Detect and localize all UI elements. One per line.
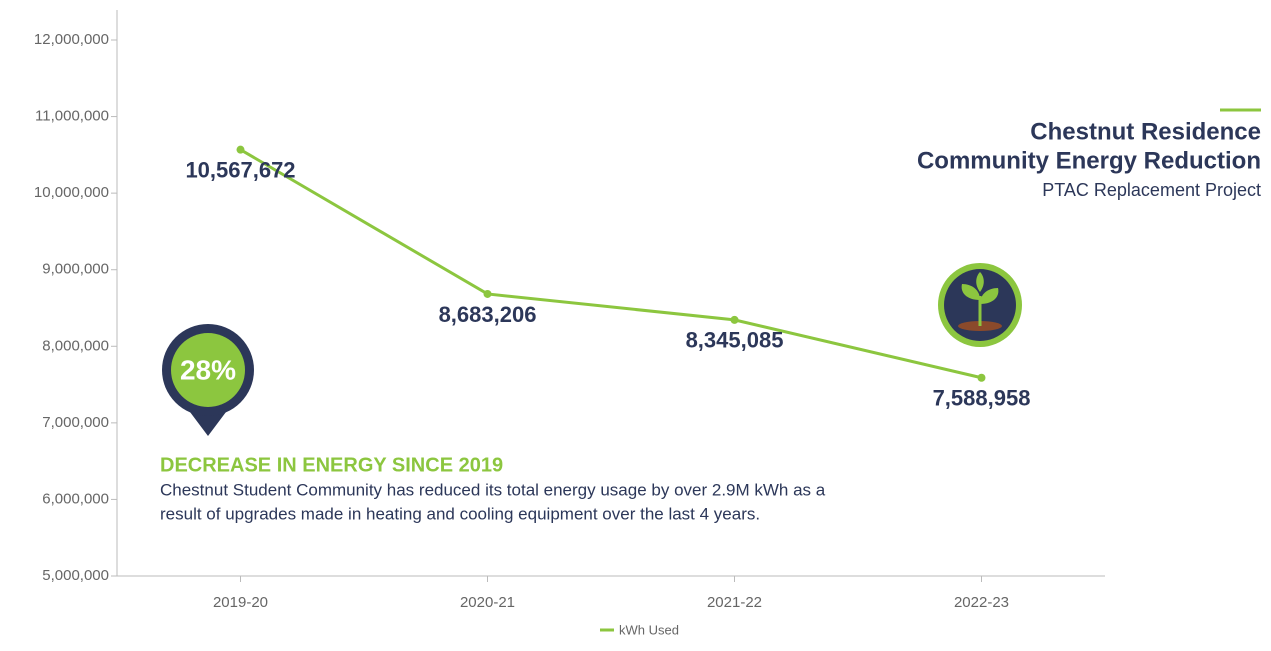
- badge-text: 28%: [180, 354, 236, 385]
- value-label: 8,345,085: [686, 328, 784, 353]
- y-tick-label: 12,000,000: [34, 31, 109, 48]
- y-tick-label: 7,000,000: [42, 414, 109, 431]
- value-label: 10,567,672: [185, 157, 295, 182]
- y-tick-label: 10,000,000: [34, 184, 109, 201]
- chart-title: Community Energy Reduction: [917, 147, 1261, 174]
- point: [483, 289, 492, 298]
- x-tick-label: 2019-20: [213, 594, 268, 611]
- chart-title: Chestnut Residence: [1030, 118, 1261, 145]
- point: [730, 315, 739, 324]
- x-tick-label: 2022-23: [954, 594, 1009, 611]
- value-label: 8,683,206: [439, 302, 537, 327]
- annotation-text: Chestnut Student Community has reduced i…: [160, 480, 826, 499]
- badge: 28%: [162, 324, 254, 436]
- series-line: [239, 148, 982, 380]
- chart-subtitle: PTAC Replacement Project: [1042, 180, 1261, 200]
- x-tick-label: 2021-22: [707, 594, 762, 611]
- y-tick-label: 11,000,000: [35, 108, 109, 125]
- value-label: 7,588,958: [933, 386, 1031, 411]
- y-tick-label: 9,000,000: [42, 261, 109, 278]
- annotation-text: result of upgrades made in heating and c…: [160, 504, 760, 523]
- x-tick-label: 2020-21: [460, 594, 515, 611]
- legend-label: kWh Used: [619, 622, 679, 637]
- y-tick-label: 8,000,000: [42, 337, 109, 354]
- annotation-heading: DECREASE IN ENERGY SINCE 2019: [160, 454, 503, 476]
- y-tick-label: 5,000,000: [42, 567, 109, 584]
- point: [236, 145, 245, 154]
- plant-icon: [938, 263, 1022, 347]
- point: [977, 373, 986, 382]
- y-tick-label: 6,000,000: [42, 490, 109, 507]
